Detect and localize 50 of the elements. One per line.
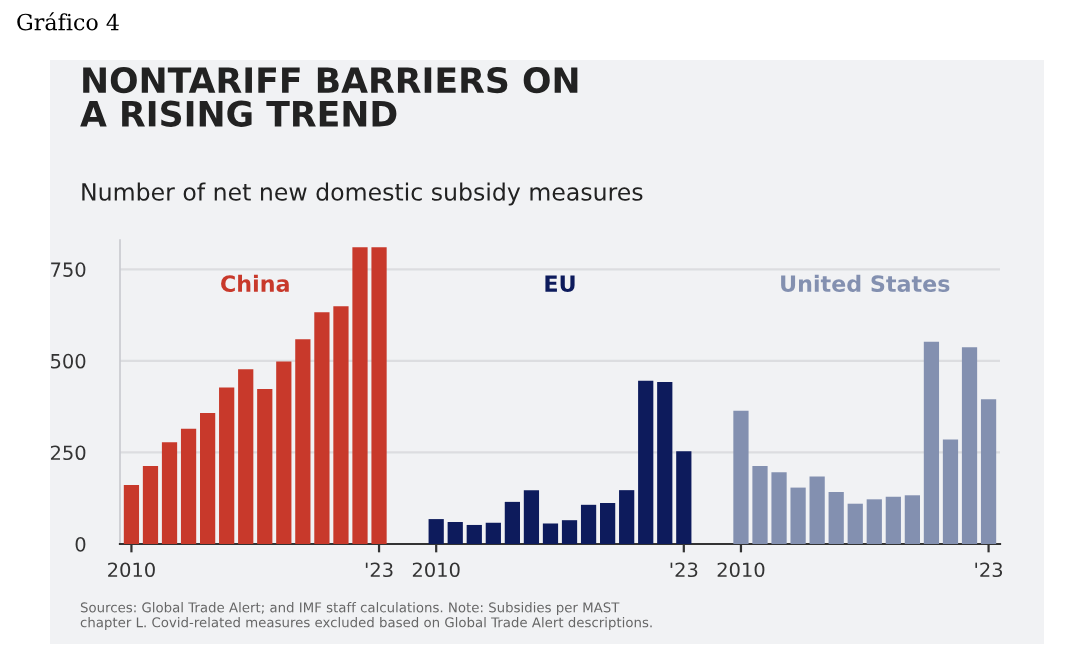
x-tick-label: 2010 — [412, 562, 460, 578]
bar — [142, 465, 159, 544]
bar — [561, 520, 578, 544]
chart-subtitle: Number of net new domestic subsidy measures — [82, 182, 643, 206]
x-tick-label: '23 — [975, 562, 1003, 578]
bar — [885, 496, 901, 544]
bar — [485, 522, 501, 544]
bar — [580, 504, 597, 544]
bar — [466, 524, 482, 544]
y-tick-label: 750 — [51, 262, 86, 277]
bar — [276, 361, 292, 544]
bar — [847, 503, 863, 544]
text: EU — [545, 275, 575, 293]
bar — [942, 439, 959, 544]
bar — [619, 490, 635, 544]
bar — [600, 502, 616, 544]
chart-title: NONTARIFF BARRIERS ON A RISING TREND — [80, 67, 578, 127]
y-tick-label: 0 — [75, 536, 86, 552]
bar — [961, 347, 978, 544]
bar — [542, 523, 559, 544]
bar — [676, 451, 692, 544]
bar — [123, 485, 140, 544]
bar — [523, 490, 540, 544]
bar — [866, 499, 882, 544]
bar — [200, 412, 216, 544]
y-tick-label: 250 — [50, 445, 86, 461]
bar — [295, 339, 311, 544]
bar — [219, 387, 235, 544]
x-tick-label: '23 — [670, 562, 698, 578]
x-tick-label: 2010 — [108, 562, 155, 578]
bar — [923, 341, 940, 544]
series-label: China — [221, 274, 289, 293]
bar — [904, 495, 920, 544]
bar — [238, 369, 254, 544]
bar — [447, 522, 463, 544]
bar — [180, 428, 197, 544]
bar — [638, 380, 654, 544]
bar — [657, 382, 673, 544]
bar — [809, 476, 825, 544]
y-tick-label: 500 — [51, 353, 86, 369]
bar — [161, 442, 178, 544]
bar — [828, 491, 844, 544]
bar — [980, 399, 997, 544]
bar — [428, 519, 444, 544]
x-tick-label: 2010 — [717, 562, 765, 578]
bar — [257, 389, 273, 544]
x-tick-label: '23 — [365, 562, 393, 578]
bar — [504, 501, 520, 544]
text: United States — [781, 274, 950, 293]
text: Gráfico 4 — [17, 12, 119, 31]
